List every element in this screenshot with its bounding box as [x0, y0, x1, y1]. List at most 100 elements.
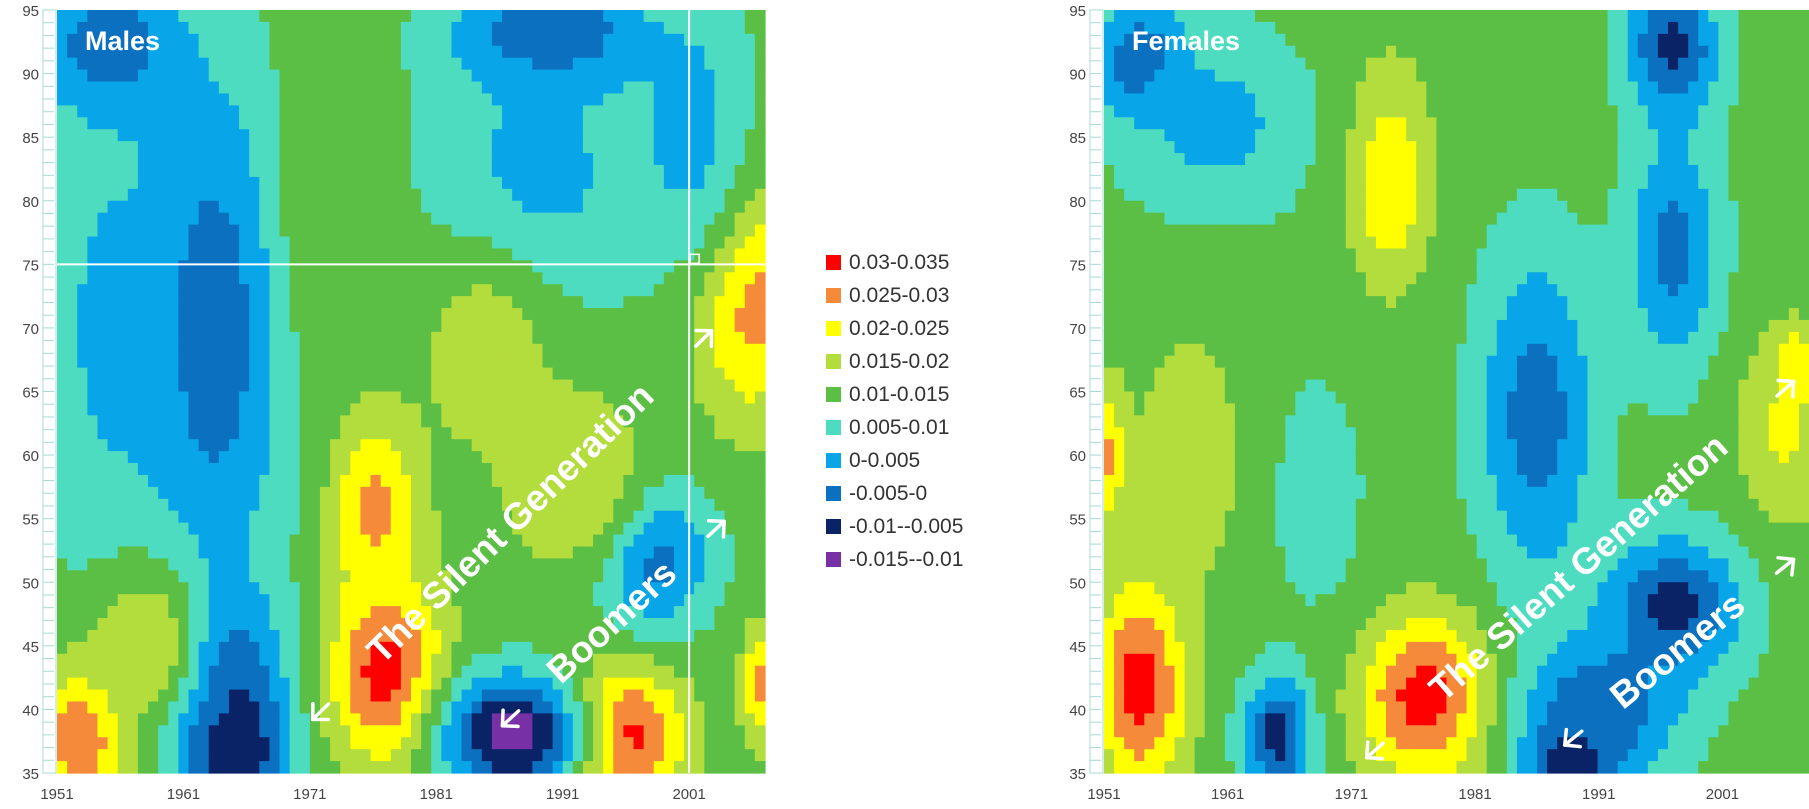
heatmap-cell [694, 188, 705, 202]
heatmap-cell [532, 272, 544, 285]
heatmap-cell [340, 308, 351, 321]
heatmap-cell [502, 81, 513, 95]
heatmap-cell [643, 141, 655, 154]
heatmap-cell [198, 331, 210, 345]
heatmap-cell [724, 653, 736, 667]
heatmap-cell [491, 701, 503, 714]
heatmap-cell [481, 474, 493, 488]
heatmap-cell [178, 141, 190, 154]
heatmap-cell [1456, 45, 1468, 59]
heatmap-cell [744, 391, 756, 405]
heatmap-cell [653, 427, 665, 440]
heatmap-cell [411, 260, 422, 273]
heatmap-cell [411, 93, 422, 106]
heatmap-cell [400, 582, 412, 595]
heatmap-cell [532, 749, 544, 762]
heatmap-cell [289, 331, 301, 345]
heatmap-cell [623, 522, 635, 536]
heatmap-cell [623, 188, 635, 202]
heatmap-cell [1496, 33, 1508, 47]
heatmap-cell [208, 284, 220, 297]
heatmap-cell [754, 69, 766, 83]
heatmap-cell [451, 105, 463, 118]
heatmap-cell [1678, 57, 1689, 71]
heatmap-cell [512, 510, 523, 524]
heatmap-cell [279, 546, 291, 559]
heatmap-cell [1406, 21, 1417, 35]
heatmap-cell [593, 248, 604, 261]
heatmap-cell [239, 10, 250, 23]
heatmap-cell [582, 486, 594, 500]
heatmap-cell [1496, 21, 1508, 35]
heatmap-cell [127, 439, 139, 452]
heatmap-cell [1506, 10, 1518, 23]
heatmap-cell [289, 558, 301, 571]
heatmap-cell [552, 463, 564, 476]
heatmap-cell [249, 725, 260, 738]
heatmap-cell [623, 45, 635, 59]
heatmap-cell [512, 415, 523, 428]
heatmap-cell [451, 761, 463, 774]
heatmap-cell [299, 272, 311, 285]
heatmap-cell [148, 367, 159, 381]
heatmap-cell [562, 224, 574, 238]
heatmap-cell [1617, 33, 1629, 47]
heatmap-cell [522, 260, 533, 273]
heatmap-cell [744, 641, 756, 655]
heatmap-cell [1788, 33, 1800, 47]
heatmap-cell [299, 677, 311, 691]
heatmap-cell [724, 451, 736, 464]
heatmap-cell [259, 522, 270, 536]
heatmap-cell [158, 761, 169, 774]
heatmap-cell [350, 486, 362, 500]
heatmap-cell [532, 761, 544, 774]
heatmap-cell [107, 176, 119, 190]
heatmap-cell [451, 176, 463, 190]
heatmap-cell [421, 296, 432, 309]
heatmap-cell [1798, 10, 1809, 23]
heatmap-cell [451, 272, 463, 285]
heatmap-cell [421, 236, 432, 250]
heatmap-cell [330, 749, 341, 762]
heatmap-cell [461, 689, 473, 703]
heatmap-cell [380, 510, 392, 524]
heatmap-cell [653, 21, 665, 35]
heatmap-cell [127, 689, 139, 703]
heatmap-cell [562, 463, 574, 476]
heatmap-cell [218, 510, 230, 524]
heatmap-cell [603, 117, 614, 130]
heatmap-cell [451, 749, 463, 762]
heatmap-cell [218, 558, 230, 571]
heatmap-cell [309, 343, 321, 357]
heatmap-cell [491, 713, 503, 726]
heatmap-cell [360, 594, 372, 607]
heatmap-cell [754, 57, 766, 71]
heatmap-cell [330, 367, 341, 381]
heatmap-cell [1325, 45, 1337, 59]
heatmap-cell [532, 474, 544, 488]
heatmap-cell [714, 439, 726, 452]
heatmap-cell [330, 677, 341, 691]
heatmap-cell [188, 379, 200, 393]
heatmap-cell [603, 618, 614, 631]
heatmap-cell [623, 296, 635, 309]
heatmap-cell [269, 343, 281, 357]
heatmap-cell [613, 355, 624, 369]
heatmap-cell [1577, 33, 1589, 47]
heatmap-cell [593, 546, 604, 559]
heatmap-cell [714, 379, 726, 393]
heatmap-cell [168, 319, 179, 333]
heatmap-cell [67, 439, 78, 452]
heatmap-cell [299, 403, 311, 416]
heatmap-cell [1164, 69, 1176, 83]
heatmap-cell [714, 10, 726, 23]
heatmap-cell [512, 451, 523, 464]
heatmap-cell [704, 343, 716, 357]
heatmap-cell [542, 272, 554, 285]
heatmap-cell [663, 749, 675, 762]
heatmap-cell [724, 33, 736, 47]
heatmap-cell [542, 319, 554, 333]
heatmap-cell [663, 594, 675, 607]
heatmap-cell [208, 474, 220, 488]
heatmap-cell [461, 379, 473, 393]
